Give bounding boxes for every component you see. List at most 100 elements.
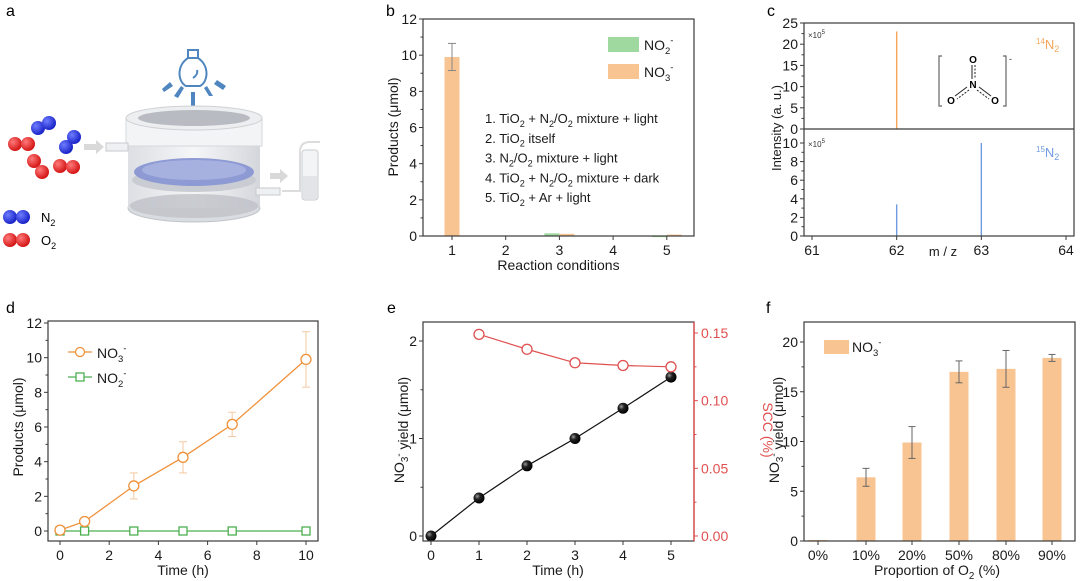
n2-molecule: [31, 116, 56, 135]
y-axis-top-label: 15: [782, 57, 798, 73]
y-axis-label: 20: [782, 334, 798, 350]
x-axis-label: 2: [502, 242, 510, 258]
atom-o: O: [969, 55, 977, 66]
y-axis-top-label: 5: [790, 100, 798, 116]
x-axis-title: Time (h): [157, 562, 209, 578]
y-axis-title: Products (μmol): [10, 377, 26, 476]
panel-letter-f: f: [766, 300, 771, 317]
y-axis-label: 4: [409, 156, 417, 172]
y-axis-top-label: 0: [790, 121, 798, 137]
legend-swatch: [824, 340, 849, 354]
plot-frame: [803, 321, 1076, 542]
y-axis-top-label: 10: [782, 79, 798, 95]
y-axis-right-title: SCC (%): [760, 402, 776, 457]
reactor-illustration: N2 O2: [3, 49, 320, 251]
point-yield-t0: [425, 530, 437, 542]
x-axis-label: 0: [427, 547, 435, 563]
photoreactor: [125, 105, 263, 223]
multiplier-label: ×105: [808, 139, 826, 149]
bond: [956, 89, 970, 100]
o2-molecule: [8, 137, 35, 151]
legend-marker-no3: [74, 346, 86, 358]
y-axis-label: 12: [26, 315, 42, 331]
panel-letter-d: d: [6, 300, 15, 317]
point-yield-t1: [473, 492, 485, 504]
y-axis-label: 2: [34, 488, 42, 504]
bar-20%: [902, 442, 922, 541]
x-axis-label: 1: [475, 547, 483, 563]
x-axis-label: 0: [56, 547, 64, 563]
o2-molecule: [53, 159, 80, 174]
y-axis-bottom-label: 6: [790, 172, 798, 188]
x-axis-label: 2: [105, 547, 113, 563]
x-axis-title: Time (h): [532, 562, 584, 578]
x-axis-label: 0%: [808, 547, 828, 563]
y-axis-right-label: 0.05: [701, 460, 728, 476]
x-axis-label: 3: [556, 242, 564, 258]
x-axis-label: 63: [974, 242, 990, 258]
multiplier-label: ×105: [808, 30, 826, 40]
bond: [976, 89, 990, 100]
atom-o: O: [947, 96, 955, 107]
legend-swatch: [608, 37, 639, 52]
y-axis-label: 15: [782, 384, 798, 400]
light-rays-icon: [162, 80, 226, 107]
atom-n: N: [969, 80, 976, 91]
y-axis-bottom-label: 10: [782, 135, 798, 151]
x-axis-label: 10%: [852, 547, 880, 563]
y-axis-top-label: 25: [782, 15, 798, 31]
point-scc-t5: [665, 361, 677, 373]
legend-o2-label: O2: [41, 233, 56, 251]
legend-label-no2: NO2-: [97, 369, 126, 391]
condition-annotation: 1. TiO2 + N2/O2 mixture + light: [485, 111, 658, 129]
legend-marker-no2: [75, 372, 85, 382]
y-axis-label: 6: [34, 419, 42, 435]
legend-label-no3: NO3-: [97, 344, 126, 366]
point-scc-t3: [569, 357, 581, 369]
y-axis-right-label: 0.10: [701, 393, 728, 409]
bar-50%: [949, 371, 969, 541]
y-axis-label: 5: [790, 483, 798, 499]
point-no3-t0: [54, 524, 66, 536]
x-axis-label: 64: [1058, 242, 1074, 258]
legend-label-NO2: NO2-: [644, 36, 673, 58]
point-no3-t1: [78, 515, 91, 528]
bar-80%: [996, 368, 1016, 541]
x-axis-label: 80%: [992, 547, 1020, 563]
y-axis-label: 2: [409, 333, 417, 349]
y-axis-top-label: 20: [782, 36, 798, 52]
o2-molecule: [27, 154, 49, 179]
y-axis-label: 0: [34, 523, 42, 539]
y-axis-bottom-label: 0: [790, 228, 798, 244]
absorption-bottle: [282, 141, 320, 201]
legend-label-no3: NO3-: [852, 338, 881, 360]
panel-letter-a: a: [6, 3, 15, 20]
n2-molecule: [59, 130, 81, 154]
molecule-legend: N2 O2: [3, 210, 56, 251]
y-axis-label: 2: [409, 192, 417, 208]
y-axis-bottom-label: 8: [790, 154, 798, 170]
x-axis-title: m / z: [929, 244, 957, 259]
legend-swatch: [608, 64, 639, 79]
atom-o: O: [991, 96, 999, 107]
y-axis-bottom-label: 2: [790, 209, 798, 225]
condition-annotation: 3. N2/O2 mixture + light: [485, 151, 618, 169]
point-no3-t5: [177, 451, 189, 463]
point-yield-t5: [665, 371, 677, 383]
bar-90%: [1042, 357, 1062, 541]
x-axis-title: Reaction conditions: [497, 257, 619, 273]
x-axis-label: 20%: [898, 547, 926, 563]
nitrate-structure-inset: - O N O O: [938, 54, 1012, 107]
y-axis-label: 8: [409, 83, 417, 99]
x-axis-label: 6: [204, 547, 212, 563]
bracket-right: [1003, 55, 1007, 107]
bar-NO3-1: [444, 56, 460, 236]
isotope-label-15N2: 15N2: [1036, 145, 1059, 162]
x-axis-label: 90%: [1038, 547, 1066, 563]
chart-e-yield-and-scc: 0 1 2 0.00 0.05 0.10 0.15 0 1 2 3 4 5 Time (h) NO3- yi…: [391, 321, 776, 578]
point-no2-t7: [227, 526, 237, 536]
series-line-yield: [430, 376, 672, 537]
point-yield-t3: [569, 433, 581, 444]
gas-outlet-arrow-icon: [255, 169, 288, 196]
